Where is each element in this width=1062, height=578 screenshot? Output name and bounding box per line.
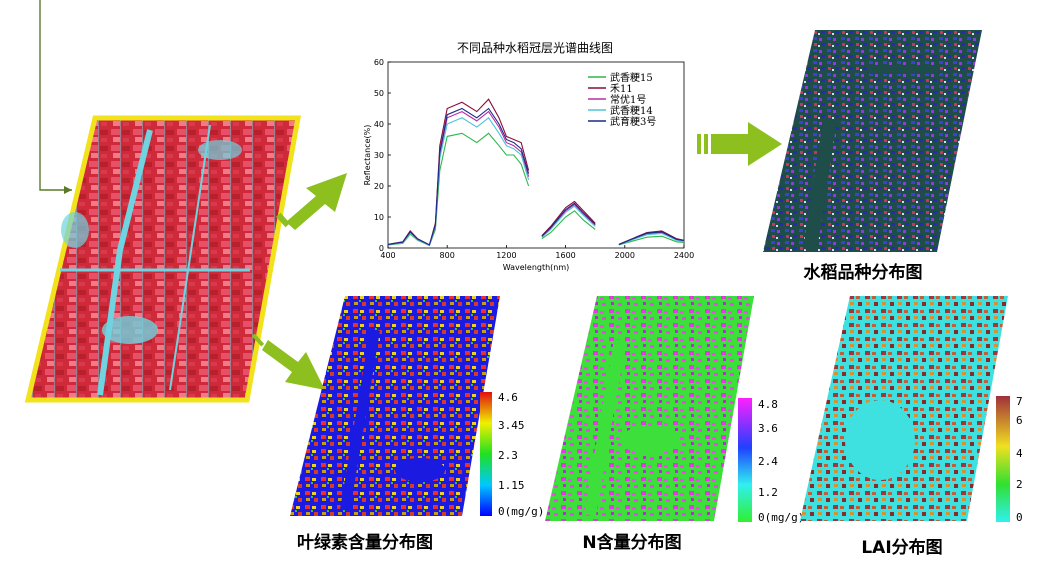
series-line-3-2 [618, 232, 685, 246]
chlorophyll-map: 4.6 3.45 2.3 1.15 0(mg/g) 叶绿素含量分布图 [290, 296, 544, 553]
arrow-to-spectrum [276, 173, 347, 230]
x-tick-label-0: 400 [380, 251, 395, 260]
chart-frame [387, 61, 685, 249]
n-legend-0: 4.8 [758, 398, 778, 411]
x-tick-label-5: 2400 [674, 251, 694, 260]
arrow-to-variety [697, 122, 782, 166]
series-line-3-0 [387, 117, 530, 246]
nitrogen-map-caption: N含量分布图 [582, 532, 681, 553]
y-tick-label-2: 20 [374, 182, 384, 191]
series-line-0-2 [618, 235, 685, 246]
chl-legend-3: 1.15 [498, 479, 525, 492]
y-tick-label-6: 60 [374, 58, 384, 67]
series-line-3-1 [541, 205, 596, 238]
n-legend-3: 1.2 [758, 486, 778, 499]
y-tick-label-5: 50 [374, 89, 384, 98]
variety-map-caption: 水稻品种分布图 [804, 262, 923, 283]
x-tick-label-3: 1600 [555, 251, 575, 260]
legend-label-2: 常优1号 [610, 93, 646, 106]
lai-legend-2: 4 [1016, 447, 1023, 460]
y-tick-label-4: 40 [374, 120, 384, 129]
arrow-to-maps [251, 333, 325, 390]
legend-label-1: 禾11 [610, 83, 633, 95]
chart-plot-area: 400 800 1200 1600 2000 2400 0 10 20 30 40 50 60 Wavel… [363, 58, 694, 272]
chlorophyll-map-caption: 叶绿素含量分布图 [297, 532, 433, 553]
chl-legend-0: 4.6 [498, 391, 518, 404]
series-line-0-1 [541, 210, 596, 240]
nitrogen-colorbar [738, 398, 752, 522]
legend-label-0: 武香粳15 [610, 71, 653, 84]
lai-map: 7 6 4 2 0 LAI分布图 [800, 296, 1023, 558]
chl-legend-2: 2.3 [498, 449, 518, 462]
chart-title: 不同品种水稻冠层光谱曲线图 [457, 41, 613, 55]
y-tick-label-3: 30 [374, 151, 384, 160]
y-tick-label-0: 0 [379, 244, 384, 253]
x-tick-label-1: 800 [440, 251, 455, 260]
nitrogen-map: 4.8 3.6 2.4 1.2 0(mg/g) N含量分布图 [545, 296, 804, 553]
series-line-1-1 [541, 200, 596, 236]
chl-legend-4: 0(mg/g) [498, 505, 544, 518]
y-axis-label: Reflectance(%) [363, 125, 372, 186]
lai-map-caption: LAI分布图 [861, 537, 942, 558]
legend-label-4: 武育粳3号 [610, 115, 656, 128]
x-tick-label-4: 2000 [615, 251, 635, 260]
n-legend-2: 2.4 [758, 455, 778, 468]
source-image [24, 115, 301, 403]
lai-legend-4: 0 [1016, 511, 1023, 524]
lai-legend-0: 7 [1016, 395, 1023, 408]
series-line-4-0 [387, 107, 530, 246]
n-legend-4: 0(mg/g) [758, 511, 804, 524]
input-connector [39, 0, 72, 194]
lai-colorbar [996, 396, 1010, 522]
chl-legend-1: 3.45 [498, 419, 525, 432]
n-legend-1: 3.6 [758, 422, 778, 435]
legend-label-3: 武香粳14 [610, 104, 653, 117]
chlorophyll-colorbar [480, 392, 492, 516]
spectrum-chart: 不同品种水稻冠层光谱曲线图 400 800 1200 1600 2000 2400 0 10 2… [363, 41, 694, 272]
series-line-4-2 [618, 231, 685, 246]
x-tick-label-2: 1200 [496, 251, 516, 260]
lai-legend-3: 2 [1016, 478, 1023, 491]
lai-legend-1: 6 [1016, 414, 1023, 427]
y-tick-label-1: 10 [374, 213, 384, 222]
variety-map: 水稻品种分布图 [763, 30, 982, 283]
x-axis-label: Wavelength(nm) [503, 263, 570, 272]
series-line-4-1 [541, 202, 596, 237]
series-line-0-0 [387, 132, 530, 247]
